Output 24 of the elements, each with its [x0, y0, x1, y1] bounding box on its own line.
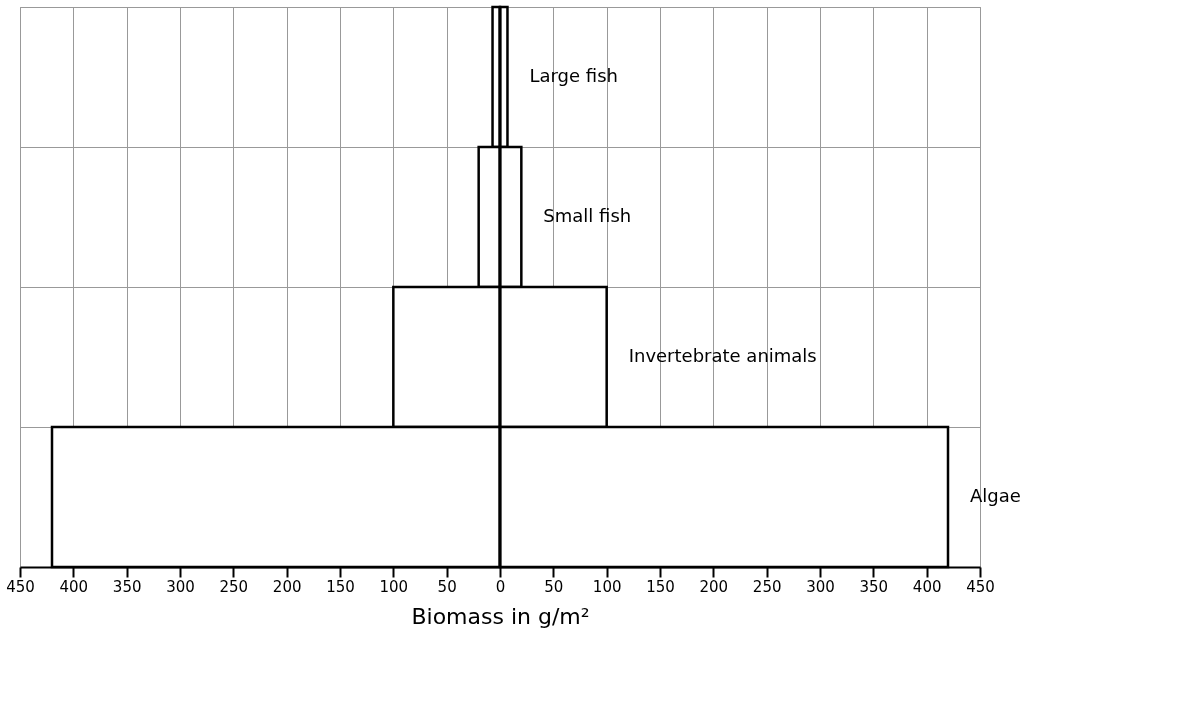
x-tick-label: 300 — [166, 577, 195, 596]
x-tick-label: 50 — [544, 577, 564, 596]
x-tick-label: 250 — [752, 577, 782, 596]
x-tick-label: 0 — [495, 577, 506, 596]
x-tick-label: 100 — [379, 577, 409, 596]
y-tick-label: Small fish — [543, 205, 632, 226]
x-tick-label: 300 — [806, 577, 835, 596]
x-tick-label: 450 — [6, 577, 35, 596]
x-tick-label: 100 — [592, 577, 622, 596]
x-tick-label: 200 — [699, 577, 729, 596]
x-tick-label: 150 — [646, 577, 675, 596]
x-tick-label: 250 — [219, 577, 249, 596]
x-tick-label: 350 — [112, 577, 142, 596]
x-tick-label: 450 — [966, 577, 995, 596]
x-tick-label: 400 — [912, 577, 942, 596]
x-tick-label: 400 — [59, 577, 89, 596]
x-tick-label: 350 — [859, 577, 889, 596]
x-tick-label: 50 — [437, 577, 457, 596]
y-tick-label: Large fish — [529, 65, 618, 86]
y-tick-label: Algae — [970, 485, 1021, 506]
x-tick-label: 150 — [326, 577, 355, 596]
x-tick-label: 200 — [272, 577, 302, 596]
x-axis-title: Biomass in g/m² — [411, 603, 590, 629]
y-tick-label: Invertebrate animals — [628, 345, 817, 366]
